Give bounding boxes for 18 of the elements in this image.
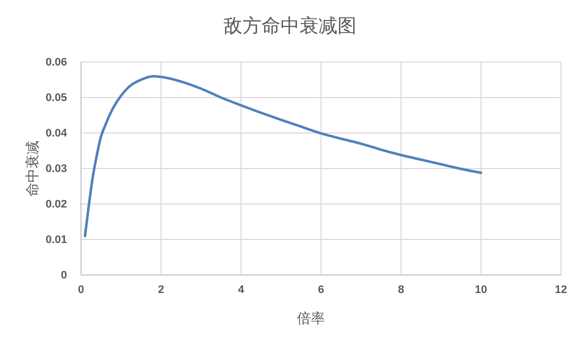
- y-tick-label: 0.06: [46, 56, 67, 69]
- x-tick-label: 10: [474, 284, 488, 296]
- y-tick-label: 0.05: [46, 92, 67, 104]
- x-tick-label: 2: [158, 284, 164, 296]
- x-tick-label: 6: [318, 284, 324, 296]
- y-tick-label: 0: [60, 270, 67, 282]
- x-axis-title: 倍率: [297, 311, 325, 327]
- y-tick-label: 0.01: [46, 234, 67, 246]
- y-tick-label: 0.04: [46, 128, 68, 140]
- line-series: [84, 74, 482, 238]
- x-tick-label: 12: [554, 284, 568, 296]
- y-tick-label: 0.03: [46, 163, 67, 176]
- x-tick-label: 0: [78, 284, 84, 296]
- x-tick-label: 8: [398, 284, 404, 296]
- y-tick-label: 0.02: [46, 198, 67, 211]
- chart-title: 敌方命中衰减图: [224, 15, 356, 37]
- y-axis-title: 命中衰减: [25, 140, 41, 196]
- x-tick-label: 4: [238, 284, 245, 296]
